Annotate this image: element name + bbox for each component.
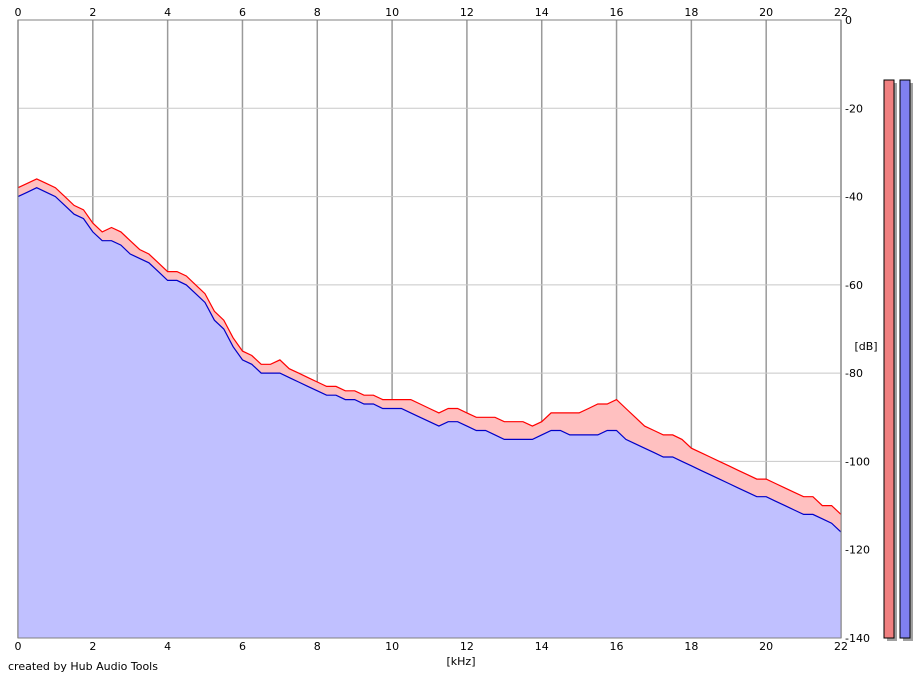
y-tick-label: -40: [845, 191, 863, 204]
series-layer: [17, 178, 842, 638]
series-2-area: [18, 187, 841, 638]
y-tick-label: -100: [845, 455, 870, 468]
x-tick-label-bottom: 16: [610, 640, 624, 653]
x-axis-unit: [kHz]: [447, 655, 476, 668]
x-tick-label-bottom: 22: [834, 640, 848, 653]
y-tick-label: -140: [845, 632, 870, 645]
x-tick-label-bottom: 2: [89, 640, 96, 653]
y-tick-label: -20: [845, 102, 863, 115]
level-meter-1: [883, 79, 895, 639]
x-tick-label-top: 18: [684, 6, 698, 19]
x-tick-label-top: 8: [314, 6, 321, 19]
credit-text: created by Hub Audio Tools: [8, 660, 158, 673]
series-1-line: [17, 178, 842, 515]
x-tick-label-bottom: 6: [239, 640, 246, 653]
x-tick-label-top: 2: [89, 6, 96, 19]
x-tick-label-top: 16: [610, 6, 624, 19]
x-tick-label-bottom: 0: [15, 640, 22, 653]
y-tick-label: -120: [845, 544, 870, 557]
x-tick-label-bottom: 10: [385, 640, 399, 653]
x-tick-label-top: 6: [239, 6, 246, 19]
level-meters: [883, 79, 913, 641]
x-tick-label-top: 12: [460, 6, 474, 19]
x-tick-label-top: 14: [535, 6, 549, 19]
x-tick-label-top: 22: [834, 6, 848, 19]
y-tick-label: -80: [845, 367, 863, 380]
x-tick-label-top: 4: [164, 6, 171, 19]
y-tick-label: -60: [845, 279, 863, 292]
x-tick-label-bottom: 8: [314, 640, 321, 653]
y-axis-unit: [dB]: [854, 340, 877, 353]
plot-frame: [17, 19, 842, 639]
x-tick-label-bottom: 12: [460, 640, 474, 653]
x-tick-label-bottom: 4: [164, 640, 171, 653]
level-meter-2: [899, 79, 911, 639]
y-tick-label: 0: [845, 14, 852, 27]
tick-labels: 002244668810101212141416161818202022220-…: [15, 6, 870, 653]
x-tick-label-top: 20: [759, 6, 773, 19]
series-2-line: [17, 187, 842, 533]
x-tick-label-top: 0: [15, 6, 22, 19]
x-tick-label-bottom: 20: [759, 640, 773, 653]
x-tick-label-bottom: 18: [684, 640, 698, 653]
x-tick-label-top: 10: [385, 6, 399, 19]
x-tick-label-bottom: 14: [535, 640, 549, 653]
